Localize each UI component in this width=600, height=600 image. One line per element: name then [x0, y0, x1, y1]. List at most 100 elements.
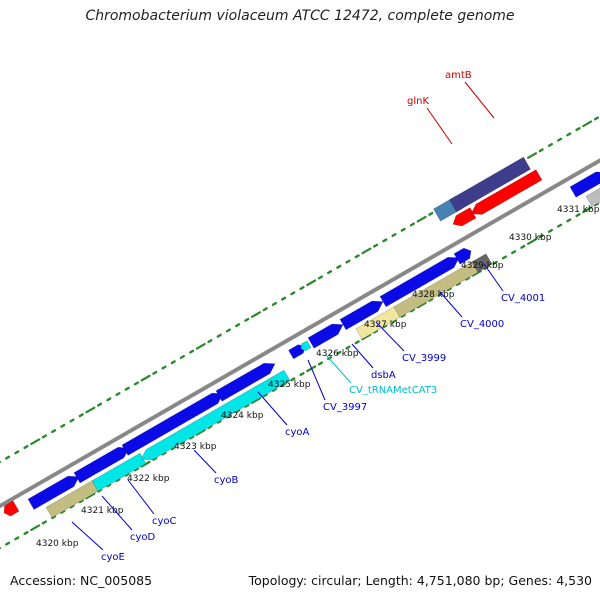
leader-line-cyob	[193, 449, 217, 474]
outer-guide-line-tick	[170, 360, 176, 365]
outer-guide-line-tick	[557, 137, 563, 142]
outer-guide-line-tick	[361, 247, 372, 255]
outer-guide-line-tick	[290, 291, 296, 296]
inner-guide-line-tick	[501, 255, 507, 260]
outer-guide-line-tick	[582, 120, 593, 128]
outer-guide-line-tick	[409, 222, 415, 227]
inner-guide-line-tick	[566, 218, 572, 223]
outer-guide-line-tick	[235, 323, 241, 328]
inner-guide-line-tick	[140, 460, 151, 468]
outer-guide-line-tick	[51, 429, 57, 434]
gene-arrow-cv3999	[339, 300, 384, 331]
inner-guide-line-tick	[106, 483, 112, 488]
inner-guide-line-tick	[5, 541, 11, 546]
gene-label-cv3999: CV_3999	[402, 353, 446, 364]
tick-label-4327: 4327 kbp	[364, 320, 407, 330]
inner-guide-line-tick	[251, 397, 261, 404]
inner-guide-line-tick	[471, 270, 482, 277]
leader-line-cvtrnametcat3	[325, 354, 352, 384]
leader-line-cyoa	[257, 391, 288, 426]
gene-band-cyan-1	[91, 452, 147, 492]
gene-label-cyoc: cyoC	[152, 516, 177, 527]
backbone-line	[0, 158, 600, 509]
tick-label-4326: 4326 kbp	[316, 349, 359, 359]
inner-guide-line-tick	[575, 213, 581, 218]
inner-guide-line-tick	[51, 515, 57, 520]
outer-guide-line-tick	[306, 279, 317, 287]
gene-band-gray-right	[585, 187, 600, 208]
outer-guide-line-tick	[317, 275, 323, 280]
leader-line-glnk	[426, 107, 453, 145]
gene-arrow-red-amtb	[470, 169, 543, 215]
outer-guide-line-tick	[281, 296, 287, 301]
inner-guide-line-tick	[78, 499, 84, 504]
outer-guide-line-tick	[593, 116, 599, 121]
outer-guide-line-tick	[400, 227, 406, 232]
inner-guide-line-tick	[354, 340, 360, 345]
outer-guide-line-tick	[189, 349, 195, 354]
leader-line-cyoe	[71, 521, 104, 551]
tick-label-4329: 4329 kbp	[461, 261, 504, 271]
outer-guide-line-tick	[416, 215, 427, 223]
gene-label-cyoa: cyoA	[285, 427, 310, 438]
tick-label-4320: 4320 kbp	[36, 539, 79, 549]
inner-guide-line-tick	[152, 456, 158, 461]
gene-label-cv4000: CV_4000	[460, 319, 504, 330]
outer-guide-line-tick	[216, 333, 222, 338]
leader-line-cv3999	[375, 321, 405, 352]
map-title: Chromobacterium violaceum ATCC 12472, co…	[85, 8, 515, 24]
inner-guide-line-tick	[547, 228, 553, 233]
outer-guide-line-tick	[207, 339, 213, 344]
outer-guide-line-tick	[115, 392, 121, 397]
tick-label-4324: 4324 kbp	[221, 411, 264, 421]
gene-arrow-dsba	[307, 323, 344, 349]
outer-guide-line-tick	[152, 370, 158, 375]
inner-guide-line-tick	[317, 361, 323, 366]
outer-guide-line-tick	[23, 445, 29, 450]
inner-guide-line-tick	[520, 244, 526, 249]
accession-text: Accession: NC_005085	[10, 573, 153, 588]
gene-label-cyoe: cyoE	[101, 552, 125, 563]
gene-label-cv3997: CV_3997	[323, 402, 367, 413]
inner-guide-line-tick	[446, 287, 452, 292]
inner-guide-line-tick	[538, 234, 544, 239]
inner-guide-line-tick	[14, 536, 20, 541]
outer-guide-line-tick	[566, 132, 572, 137]
tick-label-4331: 4331 kbp	[557, 205, 600, 215]
inner-guide-line-tick	[361, 333, 372, 341]
outer-guide-line-tick	[5, 455, 11, 460]
inner-guide-line-tick	[527, 238, 537, 245]
inner-guide-line-tick	[428, 297, 434, 302]
inner-guide-line-tick	[437, 292, 443, 297]
leader-line-dsba	[351, 343, 374, 369]
inner-guide-line-tick	[262, 393, 268, 398]
outer-guide-line-tick	[133, 381, 139, 386]
outer-guide-line-tick	[538, 148, 544, 153]
leader-line-cv4001	[483, 263, 504, 292]
outer-guide-line-tick	[354, 254, 360, 259]
inner-guide-line-tick	[97, 488, 103, 493]
inner-guide-line-tick	[492, 260, 498, 265]
outer-guide-line-tick	[140, 374, 151, 382]
gene-label-dsba: dsbA	[371, 370, 396, 381]
inner-guide-line-tick	[207, 425, 213, 430]
outer-guide-line-tick	[336, 264, 342, 269]
outer-guide-line-tick	[244, 317, 250, 322]
gene-arrow-trna	[300, 340, 312, 352]
gene-block-amtb	[449, 156, 531, 213]
gene-band-cyan-2	[140, 369, 291, 461]
outer-guide-line-tick	[527, 152, 537, 159]
outer-guide-line-tick	[179, 354, 185, 359]
inner-guide-line-tick	[216, 419, 222, 424]
inner-guide-line-tick	[179, 440, 185, 445]
tick-label-4321: 4321 kbp	[81, 506, 124, 516]
outer-guide-line-tick	[575, 127, 581, 132]
inner-guide-line-tick	[30, 524, 41, 532]
gene-arrow-cv4000	[379, 256, 460, 308]
outer-guide-line-tick	[161, 365, 167, 370]
tick-label-4330: 4330 kbp	[509, 233, 552, 243]
gene-arrow-red-left	[3, 500, 20, 517]
outer-guide-line-tick	[299, 286, 305, 291]
